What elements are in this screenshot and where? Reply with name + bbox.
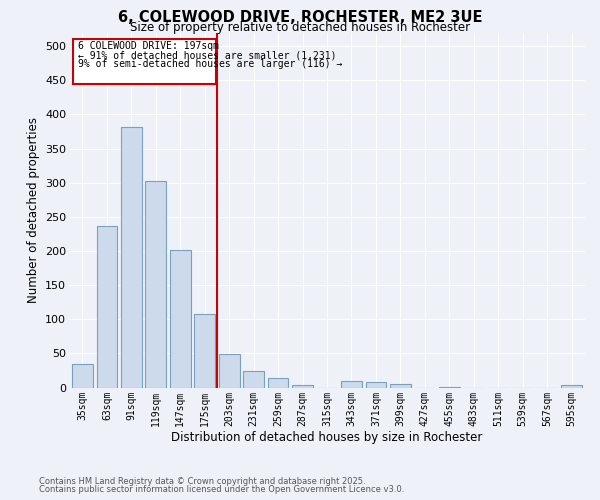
Text: ← 91% of detached houses are smaller (1,231): ← 91% of detached houses are smaller (1,…	[77, 50, 336, 60]
Bar	[170, 250, 191, 388]
Bar	[72, 364, 93, 388]
Bar	[121, 128, 142, 388]
Bar	[97, 226, 117, 388]
Text: 6, COLEWOOD DRIVE, ROCHESTER, ME2 3UE: 6, COLEWOOD DRIVE, ROCHESTER, ME2 3UE	[118, 10, 482, 25]
Bar	[268, 378, 289, 388]
Bar	[439, 387, 460, 388]
X-axis label: Distribution of detached houses by size in Rochester: Distribution of detached houses by size …	[172, 431, 482, 444]
Bar	[194, 314, 215, 388]
Y-axis label: Number of detached properties: Number of detached properties	[26, 117, 40, 303]
FancyBboxPatch shape	[73, 40, 216, 84]
Text: 6 COLEWOOD DRIVE: 197sqm: 6 COLEWOOD DRIVE: 197sqm	[77, 42, 218, 51]
Bar	[365, 382, 386, 388]
Text: 9% of semi-detached houses are larger (116) →: 9% of semi-detached houses are larger (1…	[77, 59, 342, 69]
Bar	[292, 385, 313, 388]
Bar	[145, 182, 166, 388]
Bar	[390, 384, 411, 388]
Text: Contains HM Land Registry data © Crown copyright and database right 2025.: Contains HM Land Registry data © Crown c…	[39, 477, 365, 486]
Bar	[219, 354, 239, 388]
Text: Size of property relative to detached houses in Rochester: Size of property relative to detached ho…	[130, 21, 470, 34]
Bar	[341, 382, 362, 388]
Text: Contains public sector information licensed under the Open Government Licence v3: Contains public sector information licen…	[39, 485, 404, 494]
Bar	[561, 386, 582, 388]
Bar	[243, 371, 264, 388]
